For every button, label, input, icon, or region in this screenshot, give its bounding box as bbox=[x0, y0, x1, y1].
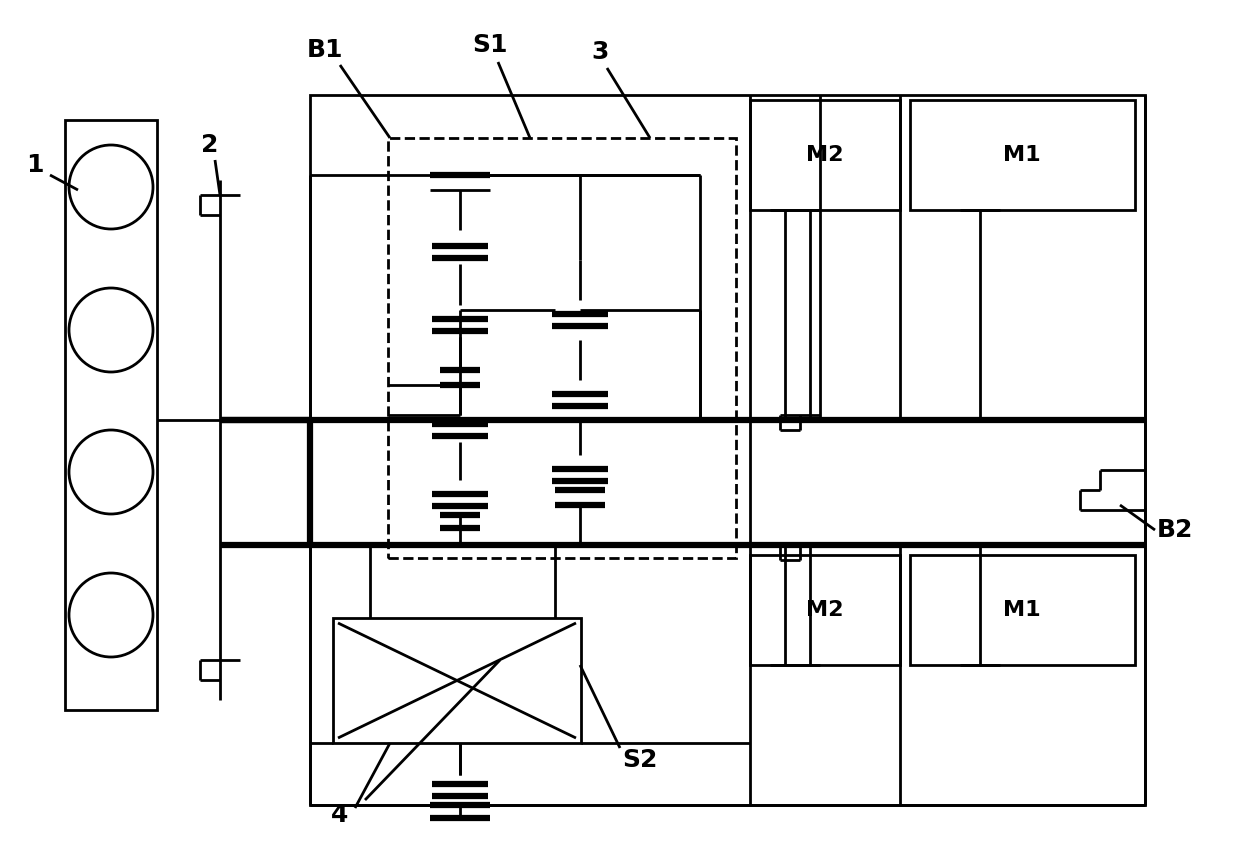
Bar bbox=[910, 555, 1135, 665]
Text: S1: S1 bbox=[472, 33, 507, 57]
Bar bbox=[910, 100, 1135, 210]
Bar bbox=[310, 95, 1145, 805]
Text: M2: M2 bbox=[806, 600, 843, 620]
Text: M2: M2 bbox=[806, 145, 843, 165]
Text: 1: 1 bbox=[26, 153, 43, 177]
Text: 2: 2 bbox=[201, 133, 218, 157]
Text: M1: M1 bbox=[1003, 145, 1040, 165]
Text: 4: 4 bbox=[331, 803, 348, 827]
Text: B2: B2 bbox=[1157, 518, 1193, 542]
Bar bbox=[750, 100, 900, 210]
Bar bbox=[388, 138, 737, 558]
Text: S2: S2 bbox=[622, 748, 657, 772]
Text: 3: 3 bbox=[591, 40, 609, 64]
Text: M1: M1 bbox=[1003, 600, 1040, 620]
Bar bbox=[334, 618, 582, 743]
Bar bbox=[64, 120, 157, 710]
Text: B1: B1 bbox=[306, 38, 343, 62]
Bar bbox=[750, 555, 900, 665]
